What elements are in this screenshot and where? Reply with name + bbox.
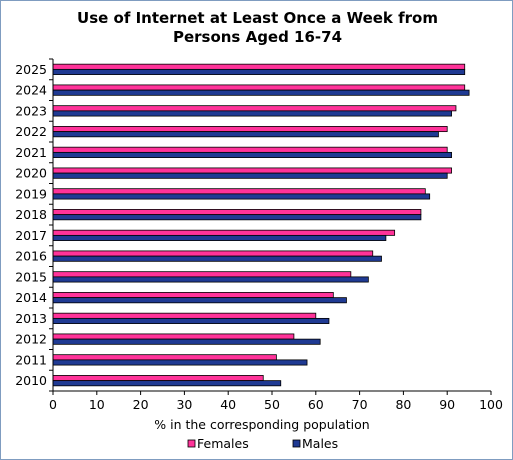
chart-title-line-1: Use of Internet at Least Once a Week fro… <box>77 9 438 27</box>
bar-females-2018 <box>52 209 422 216</box>
axes-layer <box>49 58 492 395</box>
x-tick-label-60: 60 <box>308 397 324 412</box>
bar-females-2020 <box>52 167 452 174</box>
x-tick-label-70: 70 <box>352 397 368 412</box>
bar-males-2019 <box>52 193 431 200</box>
bar-males-2017 <box>52 234 387 241</box>
legend-label-females: Females <box>197 436 249 451</box>
bar-males-2010 <box>52 380 282 387</box>
bar-females-2013 <box>52 312 317 319</box>
bar-females-2025 <box>52 63 466 70</box>
bar-males-2015 <box>52 276 369 283</box>
bar-females-2022 <box>52 126 448 133</box>
bar-females-2024 <box>52 84 466 91</box>
bar-females-2015 <box>52 271 352 278</box>
bar-males-2011 <box>52 359 308 366</box>
y-tick-label-2019: 2019 <box>15 186 47 201</box>
bar-males-2023 <box>52 110 452 117</box>
x-tick-label-90: 90 <box>439 397 455 412</box>
legend-label-males: Males <box>302 436 338 451</box>
bar-males-2021 <box>52 151 452 158</box>
bar-females-2011 <box>52 354 277 361</box>
bar-females-2017 <box>52 229 396 236</box>
x-axis-label: % in the corresponding population <box>154 417 369 432</box>
y-tick-label-2012: 2012 <box>15 332 47 347</box>
bar-males-2020 <box>52 172 448 179</box>
bars-layer <box>52 63 470 387</box>
bar-males-2018 <box>52 214 422 221</box>
bar-males-2016 <box>52 255 382 262</box>
x-tick-label-50: 50 <box>264 397 280 412</box>
bar-females-2012 <box>52 333 295 340</box>
y-tick-label-2015: 2015 <box>15 269 47 284</box>
x-tick-label-40: 40 <box>220 397 236 412</box>
bar-females-2016 <box>52 250 374 257</box>
bar-males-2022 <box>52 131 439 138</box>
legend: Females Males <box>187 436 338 451</box>
y-tick-label-2017: 2017 <box>15 228 47 243</box>
bar-males-2014 <box>52 297 347 304</box>
bar-males-2013 <box>52 317 330 324</box>
x-tick-label-0: 0 <box>49 397 57 412</box>
y-tick-label-2025: 2025 <box>15 62 47 77</box>
labels-layer: 2010201120122013201420152016201720182019… <box>15 62 503 432</box>
bar-females-2014 <box>52 292 334 299</box>
y-tick-label-2021: 2021 <box>15 145 47 160</box>
x-tick-label-100: 100 <box>479 397 503 412</box>
x-tick-label-80: 80 <box>395 397 411 412</box>
bar-females-2019 <box>52 188 426 195</box>
y-tick-label-2018: 2018 <box>15 207 47 222</box>
y-tick-label-2022: 2022 <box>15 124 47 139</box>
legend-swatch-females <box>187 439 196 448</box>
bar-females-2023 <box>52 105 457 112</box>
y-tick-label-2023: 2023 <box>15 103 47 118</box>
x-tick-label-20: 20 <box>133 397 149 412</box>
y-tick-label-2013: 2013 <box>15 311 47 326</box>
bar-males-2012 <box>52 338 321 345</box>
y-tick-label-2014: 2014 <box>15 290 47 305</box>
legend-swatch-males <box>292 439 301 448</box>
x-tick-label-10: 10 <box>89 397 105 412</box>
x-tick-label-30: 30 <box>176 397 192 412</box>
y-tick-label-2020: 2020 <box>15 166 47 181</box>
bar-males-2025 <box>52 68 466 75</box>
bar-females-2010 <box>52 375 264 382</box>
chart-title: Use of Internet at Least Once a Week fro… <box>1 9 513 47</box>
bar-males-2024 <box>52 89 470 96</box>
y-tick-label-2024: 2024 <box>15 83 47 98</box>
y-tick-label-2011: 2011 <box>15 352 47 367</box>
y-tick-label-2010: 2010 <box>15 373 47 388</box>
bar-females-2021 <box>52 146 448 153</box>
chart-title-line-2: Persons Aged 16-74 <box>172 28 343 46</box>
y-tick-label-2016: 2016 <box>15 249 47 264</box>
